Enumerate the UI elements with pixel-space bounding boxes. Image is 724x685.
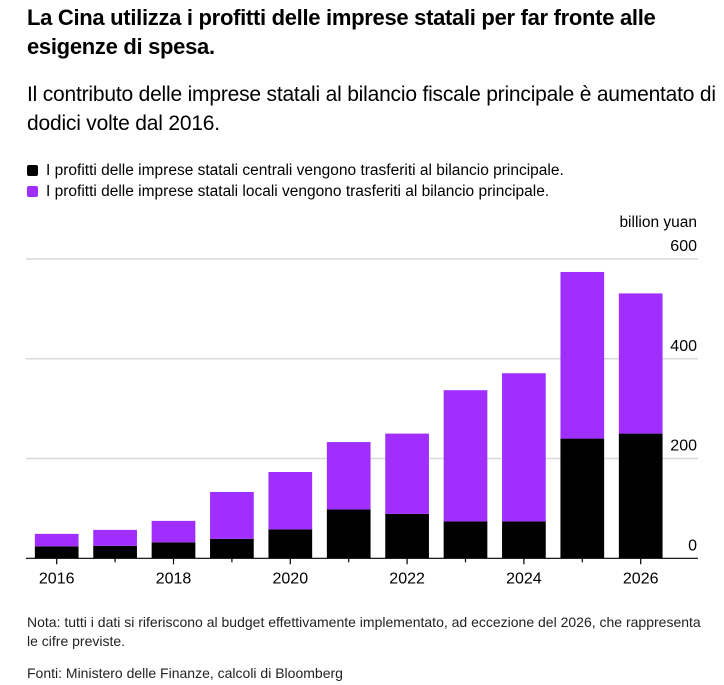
- bar-local-2022: [385, 433, 429, 514]
- y-tick-label-0: 0: [688, 537, 697, 554]
- legend: I profitti delle imprese statali central…: [27, 160, 564, 202]
- source-note: Fonti: Ministero delle Finanze, calcoli …: [27, 665, 343, 681]
- bar-central-2018: [151, 542, 196, 559]
- bar-local-2018: [151, 520, 196, 543]
- bar-local-2024: [502, 373, 546, 522]
- bar-local-2016: [34, 533, 79, 547]
- x-tick-label-2026: 2026: [623, 570, 659, 587]
- bar-local-2023: [443, 390, 488, 522]
- bar-local-2020: [268, 472, 313, 530]
- legend-swatch-local: [27, 186, 38, 197]
- x-tick-label-2020: 2020: [273, 570, 309, 587]
- bar-central-2017: [93, 545, 137, 559]
- stacked-bar-chart: 0 200 400 600 2016 2018 2020 2022 2024 2026: [26, 238, 698, 587]
- chart-subtitle: Il contributo delle imprese statali al b…: [27, 83, 716, 135]
- bar-central-2021: [326, 509, 371, 559]
- x-tick-label-2024: 2024: [506, 570, 542, 587]
- bar-local-2021: [326, 442, 371, 510]
- chart-title: La Cina utilizza i profitti delle impres…: [27, 5, 656, 59]
- footnote: Nota: tutti i dati si riferiscono al bud…: [27, 614, 701, 649]
- x-tick-label-2022: 2022: [389, 570, 425, 587]
- legend-swatch-central: [27, 165, 38, 176]
- y-tick-label-400: 400: [670, 338, 697, 355]
- x-tick-label-2018: 2018: [156, 570, 192, 587]
- legend-label-central: I profitti delle imprese statali central…: [46, 162, 564, 179]
- legend-label-local: I profitti delle imprese statali locali …: [46, 183, 550, 200]
- x-tick-label-2016: 2016: [39, 570, 75, 587]
- bar-local-2026: [618, 293, 663, 434]
- bar-central-2020: [268, 529, 313, 559]
- bar-central-2024: [502, 521, 546, 559]
- bar-local-2025: [560, 271, 605, 439]
- bar-central-2019: [210, 538, 254, 559]
- legend-item-local: I profitti delle imprese statali locali …: [27, 181, 564, 202]
- bar-local-2017: [93, 529, 137, 546]
- bar-central-2022: [385, 513, 429, 559]
- bar-central-2016: [34, 546, 79, 559]
- legend-item-central: I profitti delle imprese statali central…: [27, 160, 564, 181]
- bar-local-2019: [210, 491, 254, 539]
- bar-central-2025: [560, 438, 605, 559]
- y-axis-unit-label: billion yuan: [619, 214, 697, 231]
- bar-central-2026: [618, 433, 663, 559]
- bar-central-2023: [443, 521, 488, 559]
- y-tick-label-200: 200: [670, 438, 697, 455]
- y-tick-label-600: 600: [670, 238, 697, 255]
